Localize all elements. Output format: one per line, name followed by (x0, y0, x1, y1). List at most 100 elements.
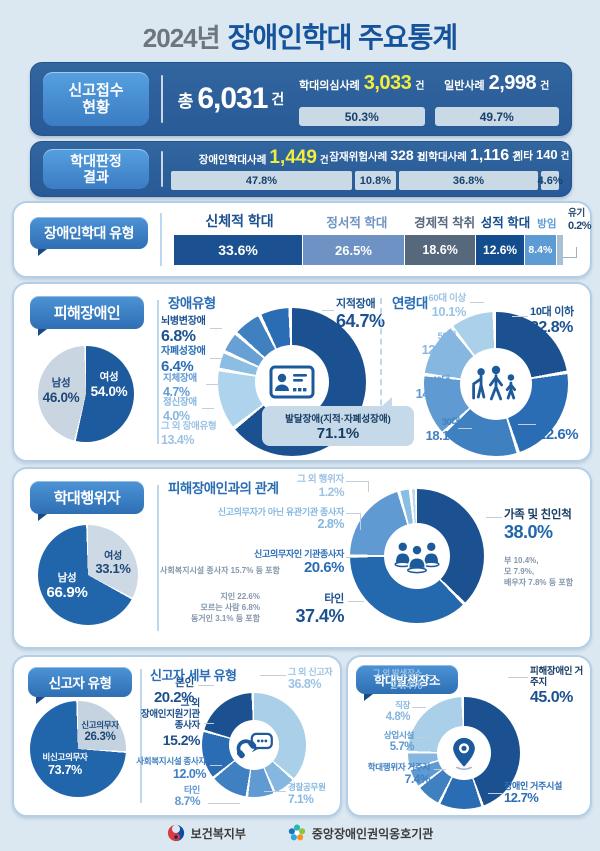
leader-line (458, 428, 472, 429)
bar-segment: 36.8% (398, 171, 539, 190)
footer-org-label: 보건복지부 (190, 826, 246, 841)
donut-hole (460, 348, 532, 420)
phone-report-icon (236, 732, 273, 759)
pie-label-male: 남성 66.9% (46, 572, 88, 601)
count: 1,116 (469, 147, 510, 164)
stat-percent-bar: 49.7% (434, 107, 559, 126)
bar-segment: 18.6% (404, 235, 477, 265)
stat-suspected: 학대의심사례 3,033 건 50.3% (299, 72, 425, 126)
pie-perpetrator-gender: 여성 33.1% 남성 66.9% (38, 525, 138, 625)
judgment-label: 장애인학대사례 1,449 건 (199, 147, 329, 169)
label-self: 본인 20.2% (153, 677, 195, 707)
footer-org-advocacy: 중앙장애인권익옹호기관 (288, 824, 433, 842)
mohw-logo-icon (167, 824, 184, 842)
pie-label-nonmandatory: 비신고의무자 73.7% (42, 752, 88, 777)
divider (161, 151, 163, 187)
label-stranger: 타인 37.4% (295, 593, 344, 626)
label-workplace: 직장 4.8% (385, 700, 411, 723)
leader-line (346, 557, 358, 558)
title-year: 2024년 (142, 23, 221, 53)
reporter-detail-heading: 신고자 세부 유형 (150, 668, 237, 683)
label-50s: 50대 12.4% (421, 331, 457, 357)
bar-segment: 47.8% (171, 171, 352, 190)
reporters-card: 신고자 유형 신고의무자 26.3% 비신고의무자 73.7% 신고자 세부 유… (12, 655, 342, 817)
label-nonmandatory-worker: 신고의무자가 아닌 유관기관 종사자 2.8% (217, 507, 345, 532)
label: 잠재위험사례 (329, 151, 388, 163)
tag-label: 학대발생장소 (373, 674, 441, 688)
report-status-tag: 신고접수 현황 (43, 72, 149, 126)
label-other-reporter: 그 외 신고자 36.8% (288, 667, 333, 692)
count: 140 (535, 147, 558, 162)
tag-label: 신고자 유형 (48, 676, 112, 691)
stat-percent-bar: 50.3% (299, 107, 425, 126)
label: 기타 (513, 150, 533, 162)
leader-line (470, 302, 484, 303)
report-status-banner: 신고접수 현황 총 6,031 건 학대의심사례 3,033 건 50.3% 일… (30, 62, 572, 136)
bar-segment: 12.6% (476, 235, 525, 265)
total-prefix: 총 (177, 91, 194, 111)
divider (157, 300, 159, 444)
count: 1,449 (269, 147, 317, 168)
leader-line (486, 517, 502, 518)
disability-heading: 장애유형 (168, 296, 216, 311)
reporters-tag: 신고자 유형 (28, 667, 132, 704)
note-line: 부 10.4%, (504, 556, 539, 565)
divider (160, 213, 162, 266)
label-other-support-org: 그 외 장애인지원기관 종사자 15.2% (140, 698, 201, 748)
segment-label: 성적 학대 (480, 216, 531, 230)
label-20s: 20대 22.6% (538, 414, 579, 443)
leader-line (416, 737, 428, 738)
leader-line (204, 723, 214, 724)
note-line: 모 7.9%, (504, 567, 535, 577)
label: 장애인학대사례 (198, 154, 267, 166)
advocacy-flower-logo-icon (288, 824, 306, 841)
segment-label: 정서적 학대 (326, 216, 388, 230)
leader-line (210, 765, 222, 766)
label-other-location: 그 외 발생장소 24.4% (372, 668, 423, 692)
divider (161, 75, 163, 123)
relation-heading: 피해장애인과의 관계 (168, 481, 279, 496)
callout-percent: 71.1% (316, 424, 360, 442)
unit: 건 (416, 152, 426, 163)
judgment-chart: 장애인학대사례 1,449 건 잠재위험사례 328 건 비학대사례 1,116… (171, 147, 569, 190)
developmental-callout: 발달장애(지적·자폐성장애) 71.1% (262, 397, 414, 446)
note-line: 지인 22.6% (220, 592, 260, 601)
callout-label: 발달장애(지적·자폐성장애) (285, 413, 391, 425)
age-heading: 연령대 (392, 296, 428, 311)
tag-line: 신고접수 (68, 81, 124, 99)
victims-tag: 피해장애인 (30, 296, 144, 336)
label-physical: 지체장애 4.7% (163, 373, 197, 399)
label-60s: 60대 이상 10.1% (428, 293, 466, 319)
bar-segment-tiny (557, 235, 564, 265)
bar-segment: 8.4% (524, 235, 557, 265)
segment-label: 신체적 학대 (205, 213, 274, 229)
judgment-tag: 학대판정 결과 (43, 149, 149, 189)
bar-segment: 33.6% (174, 235, 304, 265)
note-institution: 사회복지시설 종사자 15.7% 등 포함 (160, 566, 280, 575)
stat-general: 일반사례 2,998 건 49.7% (434, 72, 560, 126)
label-victim-residence: 피해장애인 거주지 45.0% (530, 666, 583, 706)
donut-location (408, 697, 520, 809)
location-card: 학대발생장소 피해장애인 거주지 45.0% 장애인 거주시설 12.7% 학대… (346, 655, 592, 817)
leader-line (322, 310, 334, 311)
stat-row: 일반사례 2,998 건 (435, 72, 560, 95)
pie-label-mandatory: 신고의무자 26.3% (81, 720, 119, 743)
unit: 건 (319, 155, 329, 166)
perpetrators-card: 학대행위자 여성 33.1% 남성 66.9% 피해장애인과의 관계 (12, 467, 592, 649)
label-30s: 30대 18.1% (425, 417, 461, 443)
donut-hole (384, 523, 450, 589)
stat-row: 학대의심사례 3,033 건 (299, 72, 425, 95)
total-value: 6,031 (197, 82, 268, 115)
leader-line (210, 328, 222, 329)
tag-label: 피해장애인 (53, 305, 121, 322)
note-line: 동거인 3.1% 등 포함 (190, 614, 260, 624)
leader-line (488, 785, 502, 794)
pie-label-male: 남성 46.0% (42, 377, 80, 405)
note-family: 부 10.4%, 모 7.9%, 배우자 7.8% 등 포함 (504, 555, 573, 589)
label-commercial: 상업시설 5.7% (383, 730, 415, 753)
label-perpetrator-residence: 학대행위자 거주지 7.4% (367, 762, 431, 786)
pie-label-female: 여성 54.0% (90, 371, 128, 399)
label-welfare-worker: 사회복지시설 종사자 12.0% (136, 756, 206, 781)
leader-line (508, 677, 528, 678)
pie-victim-gender: 여성 54.0% 남성 46.0% (38, 346, 134, 442)
